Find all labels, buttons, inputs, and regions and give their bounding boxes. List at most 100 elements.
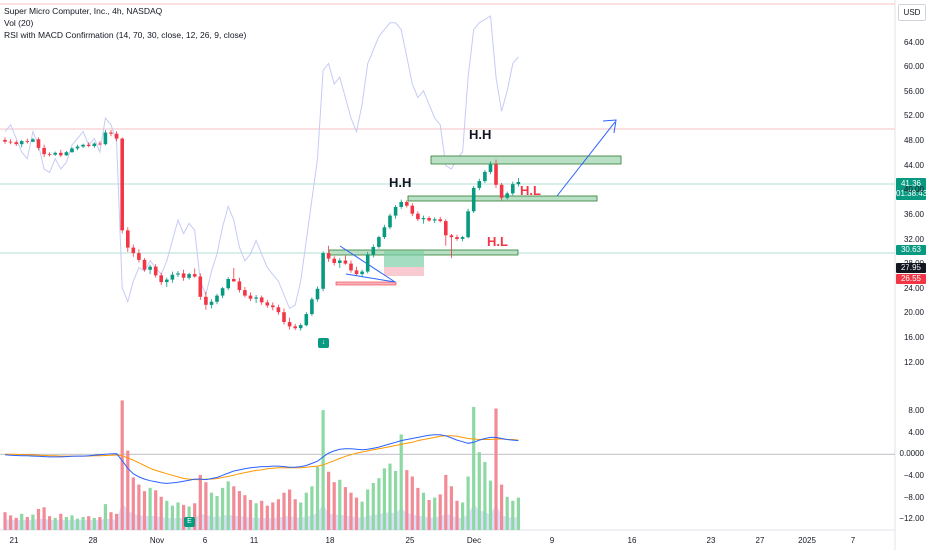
candle-body	[483, 171, 487, 182]
candle-body	[42, 147, 46, 155]
rsi-line	[4, 15, 519, 310]
volume-bar	[70, 515, 74, 530]
dividend-badge[interactable]: ↓	[318, 338, 329, 348]
volume-bar	[131, 477, 135, 530]
volume-bar	[9, 515, 13, 530]
candle-body	[165, 279, 169, 283]
volume-bar	[483, 462, 487, 530]
annotation-hh-upper: H.H	[469, 127, 492, 142]
osc-tick-label: 8.00	[908, 405, 924, 415]
volume-legend[interactable]: Vol (20)	[4, 18, 34, 28]
position-profit-zone	[384, 251, 424, 267]
volume-bar	[103, 504, 107, 530]
candle-body	[232, 279, 236, 282]
candle-body	[276, 307, 281, 313]
price-tick-label: 12.00	[903, 357, 924, 367]
price-tick-label: 20.00	[903, 308, 924, 318]
volume-bar	[20, 513, 24, 530]
candle-body	[421, 218, 426, 220]
candle-body	[265, 302, 270, 306]
volume-bar	[64, 517, 68, 530]
volume-bar	[226, 481, 230, 530]
candle-body	[31, 139, 35, 142]
price-tick-label: 24.00	[903, 283, 924, 293]
volume-bar	[159, 496, 163, 530]
volume-bar	[193, 503, 197, 530]
time-tick-label: 6	[202, 536, 208, 545]
volume-bar	[321, 410, 325, 530]
volume-bar	[371, 483, 375, 530]
candle-body	[126, 230, 130, 248]
candle-body	[315, 288, 320, 300]
candle-body	[471, 187, 476, 212]
time-tick-label: Nov	[149, 536, 165, 545]
volume-bar	[14, 517, 18, 530]
projection-arrow	[556, 121, 616, 197]
candle-body	[153, 266, 158, 276]
volume-bar	[271, 502, 275, 530]
candle-body	[204, 296, 208, 305]
volume-bar	[288, 489, 292, 530]
candle-body	[36, 139, 41, 148]
price-tick-label: 64.00	[903, 37, 924, 47]
candle-body	[220, 288, 225, 296]
candle-body	[8, 141, 13, 143]
volume-bar	[433, 497, 437, 530]
candle-body	[19, 141, 24, 145]
volume-bar	[444, 474, 448, 530]
volume-bar	[416, 487, 420, 530]
volume-bar	[382, 468, 386, 530]
red-zone	[335, 281, 397, 286]
volume-bar	[438, 494, 442, 530]
candle-body	[254, 297, 258, 299]
candle-body	[321, 253, 325, 289]
candle-body	[354, 270, 359, 275]
candle-body	[298, 325, 303, 329]
volume-bar	[410, 476, 414, 530]
osc-tick-label: 0.0000	[899, 449, 924, 459]
level-tag-2: 27.95	[896, 263, 926, 273]
symbol-title[interactable]: Super Micro Computer, Inc., 4h, NASDAQ	[4, 6, 163, 16]
signal-line	[5, 435, 519, 481]
osc-tick-label: −4.00	[903, 470, 924, 480]
volume-bar	[293, 499, 297, 530]
volume-bar	[237, 491, 241, 530]
candle-body	[14, 142, 18, 145]
candle-body	[282, 312, 286, 322]
indicator-legend[interactable]: RSI with MACD Confirmation (14, 70, 30, …	[4, 30, 247, 40]
volume-bar	[36, 508, 41, 530]
candle-body	[86, 144, 91, 146]
time-tick-label: 11	[249, 536, 259, 545]
candle-body	[382, 227, 387, 238]
candle-body	[120, 138, 124, 231]
candle-body	[81, 144, 85, 147]
currency-button[interactable]: USD	[898, 4, 926, 21]
time-tick-label: 25	[405, 536, 415, 545]
volume-bar	[120, 400, 124, 530]
candle-body	[516, 182, 521, 185]
candle-body	[410, 205, 415, 214]
candle-body	[399, 202, 403, 207]
volume-bar	[137, 484, 141, 530]
volume-bar	[198, 474, 202, 530]
price-tick-label: 28.00	[903, 259, 924, 269]
candle-body	[103, 132, 108, 145]
time-tick-label: 18	[325, 536, 335, 545]
volume-bar	[299, 502, 303, 530]
volume-bar	[75, 518, 80, 530]
candle-body	[304, 314, 309, 326]
candle-body	[47, 154, 52, 155]
price-tick-label: 60.00	[903, 62, 924, 72]
macd-line	[4, 434, 519, 484]
time-tick-label: 16	[627, 536, 637, 545]
osc-tick-label: −8.00	[903, 492, 924, 502]
volume-bar	[3, 512, 7, 530]
candle-body	[176, 273, 180, 275]
volume-bar	[516, 497, 520, 530]
time-tick-label: 27	[755, 536, 765, 545]
volume-bar	[360, 501, 364, 530]
earnings-badge[interactable]: E	[184, 517, 195, 527]
annotation-hl-upper: H.L	[520, 183, 541, 198]
